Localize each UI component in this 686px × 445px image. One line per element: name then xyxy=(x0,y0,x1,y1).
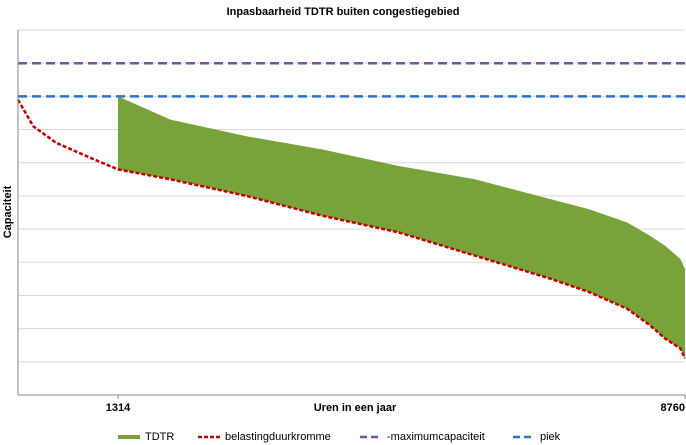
legend-label: belastingduurkromme xyxy=(225,431,331,443)
legend-label: piek xyxy=(540,431,561,443)
legend-label: -maximumcapaciteit xyxy=(387,431,485,443)
x-tick-label: 8760 xyxy=(661,402,685,414)
x-tick-label: 1314 xyxy=(106,402,131,414)
x-axis-title: Uren in een jaar xyxy=(314,402,397,414)
line xyxy=(16,99,686,360)
legend-label: TDTR xyxy=(145,431,174,443)
area xyxy=(118,96,685,359)
chart-title: Inpasbaarheid TDTR buiten congestiegebie… xyxy=(227,6,460,18)
y-axis-title: Capaciteit xyxy=(2,185,14,238)
